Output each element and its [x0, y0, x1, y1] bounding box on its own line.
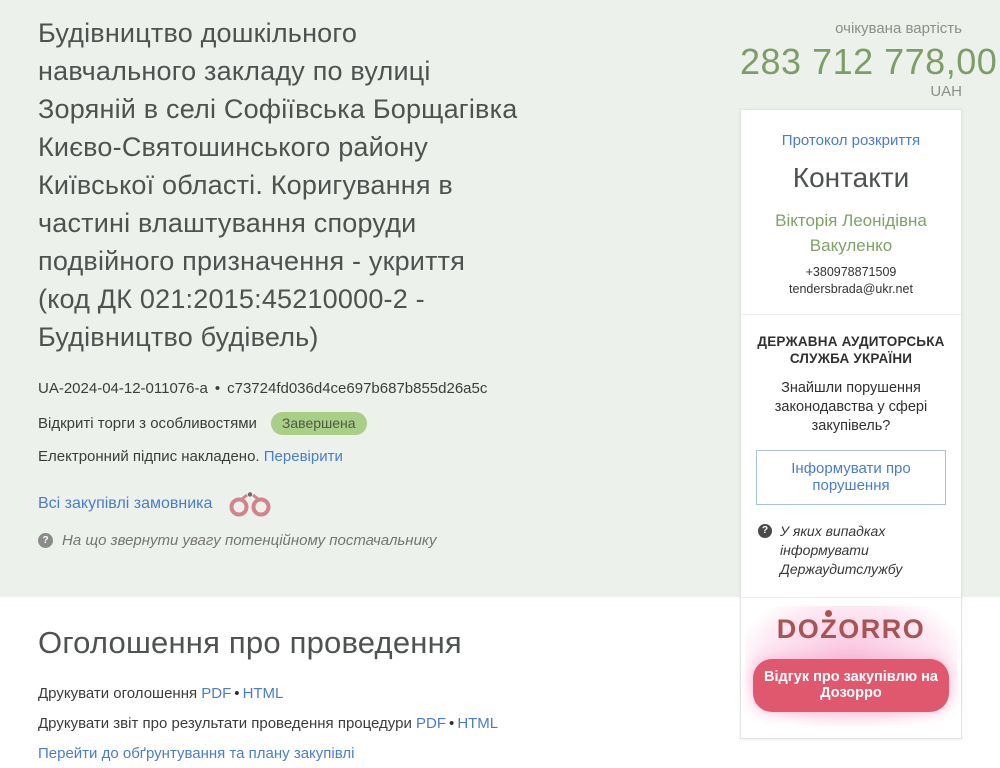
audit-note-row: ? У яких випадках інформувати Держаудитс…	[756, 522, 946, 579]
procedure-type-label: Відкриті торги з особливостями	[38, 415, 257, 432]
print-announcement-html-link[interactable]: HTML	[242, 685, 284, 702]
print-announcement-row: Друкувати оголошення PDF • HTML	[38, 685, 688, 702]
pdf-html-separator: •	[449, 715, 455, 732]
contacts-section: Протокол розкриття Контакти Вікторія Лео…	[741, 110, 961, 314]
disclosure-protocol-link[interactable]: Протокол розкриття	[781, 132, 921, 149]
question-circle-icon[interactable]: ?	[38, 533, 53, 548]
expected-value-block: очікувана вартість 283 712 778,00 UAH	[740, 0, 998, 100]
inform-violation-button[interactable]: Інформувати про порушення	[756, 450, 946, 505]
dozorro-section: DOZORRO Відгук про закупівлю на Дозорро	[741, 597, 961, 738]
meta-bullet-separator: •	[214, 380, 221, 397]
print-report-label: Друкувати звіт про результати проведення…	[38, 715, 417, 732]
print-announcement-pdf-link[interactable]: PDF	[201, 685, 232, 702]
tender-status-row: Відкриті торги з особливостями Завершена	[38, 412, 688, 435]
status-badge: Завершена	[270, 412, 367, 435]
announcement-section-title: Оголошення про проведення	[38, 625, 462, 660]
contacts-card: Протокол розкриття Контакти Вікторія Лео…	[740, 109, 962, 739]
signature-row: Електронний підпис накладено. Перевірити	[38, 448, 688, 465]
dozorro-feedback-button[interactable]: Відгук про закупівлю на Дозорро	[753, 659, 949, 712]
print-announcement-label: Друкувати оголошення	[38, 685, 202, 702]
dozorro-logo[interactable]: DOZORRO	[776, 610, 926, 644]
contact-phone: +380978871509	[805, 265, 897, 279]
plan-justification-link[interactable]: Перейти до обґрунтування та плану закупі…	[38, 745, 355, 762]
tender-title: Будівництво дошкільного навчального закл…	[38, 18, 518, 352]
audit-service-section: ДЕРЖАВНА АУДИТОРСЬКА СЛУЖБА УКРАЇНИ Знай…	[741, 314, 961, 597]
verify-signature-link[interactable]: Перевірити	[263, 448, 343, 465]
supplier-note-row: ? На що звернути увагу потенційному пост…	[38, 532, 688, 549]
audit-question-text: Знайшли порушення законодавства у сфері …	[774, 380, 928, 434]
print-report-html-link[interactable]: HTML	[457, 715, 499, 732]
main-column: Будівництво дошкільного навчального закл…	[38, 0, 688, 762]
tender-meta-row: UA-2024-04-12-011076-a • c73724fd036d4ce…	[38, 380, 688, 397]
tender-hash: c73724fd036d4ce697b687b855d26a5c	[227, 380, 488, 397]
expected-value-label: очікувана вартість	[835, 20, 962, 37]
audit-note-text: У яких випадках інформувати Держаудитслу…	[780, 523, 903, 577]
side-column: очікувана вартість 283 712 778,00 UAH Пр…	[740, 0, 998, 739]
audit-service-title: ДЕРЖАВНА АУДИТОРСЬКА СЛУЖБА УКРАЇНИ	[757, 334, 945, 366]
signature-status-label: Електронний підпис накладено.	[38, 448, 264, 465]
all-purchases-link[interactable]: Всі закупівлі замовника	[38, 495, 213, 512]
tender-id: UA-2024-04-12-011076-a	[38, 380, 208, 397]
contact-person-name: Вікторія Леонідівна Вакуленко	[775, 211, 927, 255]
print-report-row: Друкувати звіт про результати проведення…	[38, 715, 688, 732]
print-report-pdf-link[interactable]: PDF	[416, 715, 447, 732]
supplier-note-text: На що звернути увагу потенційному постач…	[62, 532, 437, 549]
contacts-title: Контакти	[792, 162, 910, 193]
contact-email: tendersbrada@ukr.net	[789, 282, 913, 296]
expected-value-currency: UAH	[930, 83, 962, 100]
binoculars-icon[interactable]	[228, 490, 272, 518]
pdf-html-separator: •	[234, 685, 240, 702]
question-circle-icon[interactable]: ?	[758, 524, 772, 538]
expected-value-amount: 283 712 778,00	[740, 41, 998, 82]
